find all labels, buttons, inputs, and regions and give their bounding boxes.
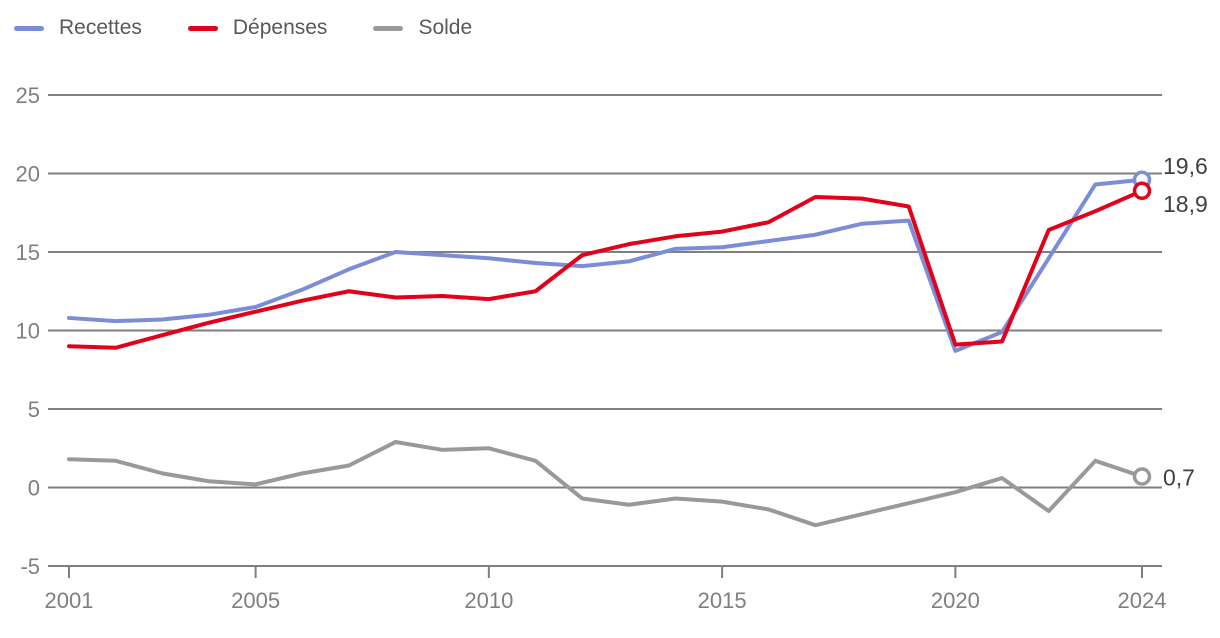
legend-swatch-depenses-icon	[187, 25, 218, 31]
y-tick-label-5: 5	[28, 397, 40, 422]
y-tick-label-20: 20	[16, 162, 40, 187]
x-tick-label-2010: 2010	[464, 588, 513, 613]
x-tick-label-2020: 2020	[931, 588, 980, 613]
series-line-solde[interactable]	[67, 439, 1144, 528]
x-tick-label-2024: 2024	[1118, 588, 1167, 613]
legend-item-depenses[interactable]: Dépenses	[187, 12, 328, 44]
legend-swatch-solde-icon	[373, 25, 404, 31]
y-tick-label--5: -5	[20, 554, 40, 579]
y-tick-label-10: 10	[16, 319, 40, 344]
end-value-label-solde: 0,7	[1163, 465, 1195, 491]
end-value-label-dépenses: 18,9	[1163, 191, 1208, 217]
x-tick-label-2001: 2001	[45, 588, 94, 613]
legend-item-solde[interactable]: Solde	[373, 12, 472, 44]
legend-label-solde: Solde	[418, 16, 473, 39]
legend-label-recettes: Recettes	[59, 16, 142, 39]
y-tick-label-0: 0	[28, 476, 40, 501]
legend-label-depenses: Dépenses	[232, 16, 328, 39]
legend-swatch-recettes-icon	[14, 25, 44, 31]
x-tick-label-2015: 2015	[698, 588, 747, 613]
y-tick-label-25: 25	[16, 83, 40, 108]
series-line-recettes[interactable]	[67, 177, 1144, 353]
legend-item-recettes[interactable]: Recettes	[14, 12, 142, 44]
end-marker-dépenses-icon[interactable]	[1132, 181, 1152, 201]
y-tick-label-15: 15	[16, 240, 40, 265]
end-marker-solde-icon[interactable]	[1132, 467, 1152, 486]
series-line-dépenses[interactable]	[67, 188, 1144, 350]
chart-legend: Recettes Dépenses Solde	[14, 12, 472, 44]
x-tick-label-2005: 2005	[231, 588, 280, 613]
end-value-label-recettes: 19,6	[1163, 153, 1208, 179]
